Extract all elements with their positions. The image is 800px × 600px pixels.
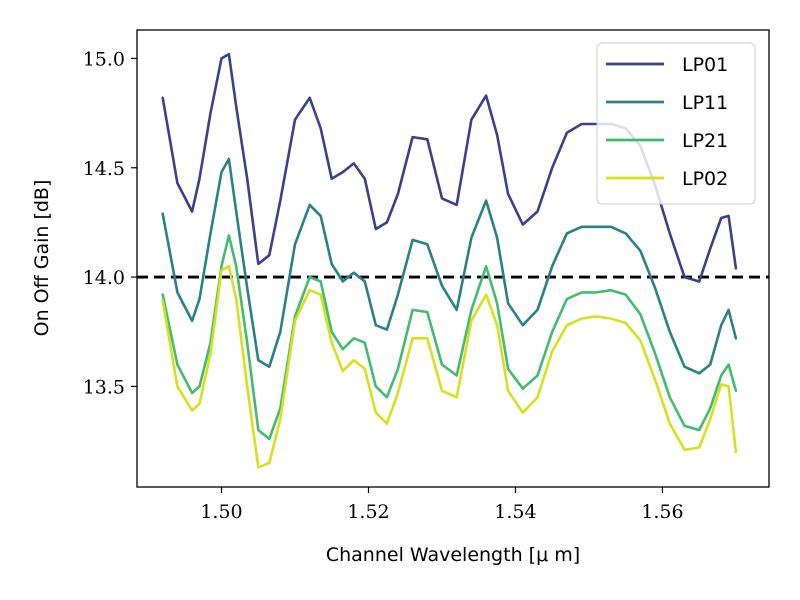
series-lines bbox=[161, 52, 738, 469]
legend: LP01 LP11 LP21 LP02 bbox=[596, 42, 756, 205]
legend-label-lp01: LP01 bbox=[682, 54, 728, 76]
series-line-lp21 bbox=[161, 234, 738, 441]
x-axis-label: Channel Wavelength [μ m] bbox=[326, 544, 580, 566]
y-tick-label: 14.5 bbox=[83, 158, 125, 180]
x-tick-label: 1.56 bbox=[641, 501, 683, 523]
x-tick-label: 1.52 bbox=[347, 501, 389, 523]
legend-box bbox=[596, 42, 756, 205]
x-tick-label: 1.50 bbox=[200, 501, 242, 523]
y-tick-label: 15.0 bbox=[83, 48, 125, 70]
legend-label-lp21: LP21 bbox=[682, 130, 728, 152]
series-line-lp11 bbox=[161, 157, 738, 375]
series-line-lp02 bbox=[161, 264, 738, 469]
plot-frame bbox=[136, 29, 770, 488]
legend-label-lp02: LP02 bbox=[682, 168, 728, 190]
y-tick-label: 13.5 bbox=[83, 376, 125, 398]
legend-label-lp11: LP11 bbox=[682, 92, 728, 114]
x-axis-ticks: 1.50 1.52 1.54 1.56 bbox=[200, 487, 684, 523]
y-tick-label: 14.0 bbox=[83, 267, 125, 289]
y-axis-label: On Off Gain [dB] bbox=[31, 180, 53, 337]
x-tick-label: 1.54 bbox=[494, 501, 536, 523]
y-axis-ticks: 13.5 14.0 14.5 15.0 bbox=[83, 48, 137, 398]
